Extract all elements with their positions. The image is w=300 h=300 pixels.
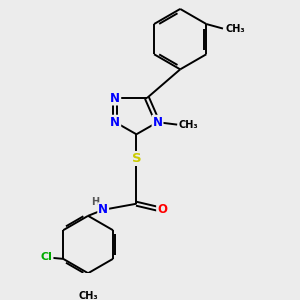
Text: N: N [98, 203, 108, 216]
Text: N: N [110, 116, 120, 129]
Text: CH₃: CH₃ [179, 120, 199, 130]
Text: S: S [132, 152, 141, 165]
Text: H: H [92, 197, 100, 207]
Text: Cl: Cl [41, 252, 52, 262]
Text: N: N [110, 92, 120, 104]
Text: O: O [157, 203, 167, 216]
Text: CH₃: CH₃ [78, 291, 98, 300]
Text: CH₃: CH₃ [225, 24, 245, 34]
Text: N: N [153, 116, 163, 129]
